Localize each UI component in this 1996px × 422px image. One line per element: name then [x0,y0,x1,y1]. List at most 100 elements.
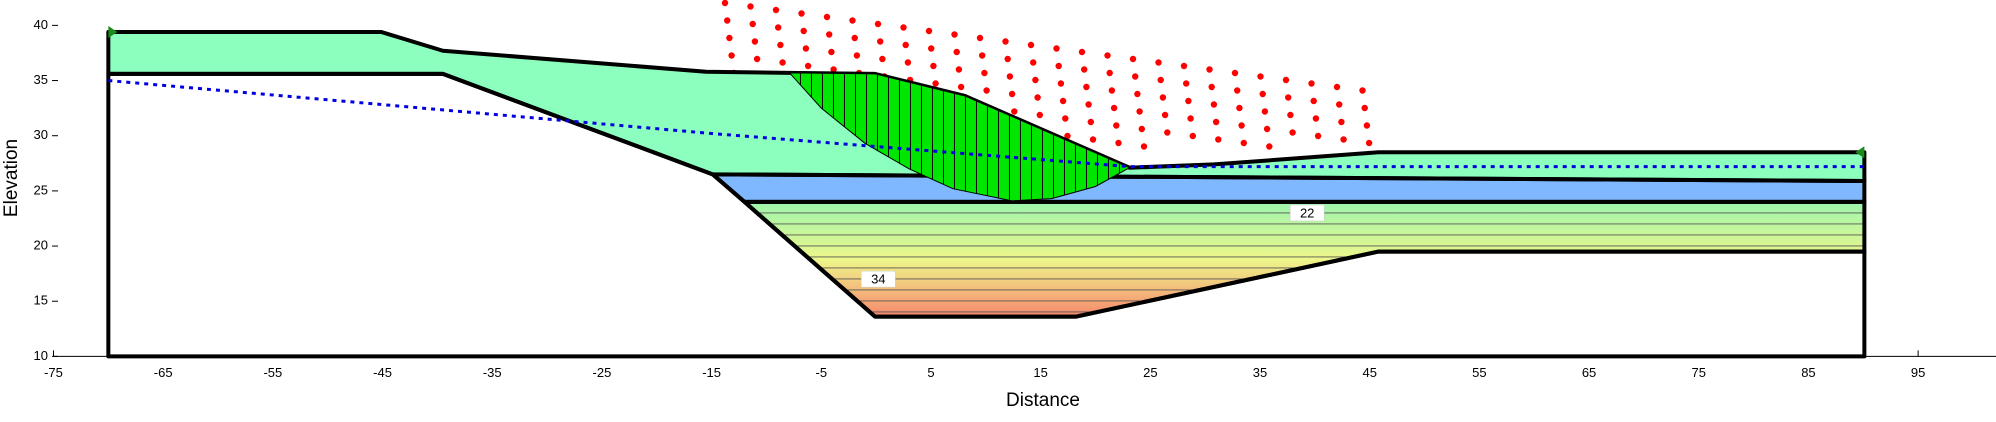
x-tick-label: -65 [154,365,173,380]
x-tick-label: 15 [1033,365,1047,380]
slip-centre [1161,111,1169,119]
slip-centre [1104,52,1111,59]
material-label: 22 [1300,205,1314,220]
slip-centre [1231,69,1239,77]
slip-centre [804,62,812,70]
label-box [1289,204,1325,222]
slip-centre [1210,101,1218,108]
slip-centre [1110,104,1118,112]
boundary-marker [108,25,118,38]
slip-centre [1282,76,1290,84]
slip-centre [976,34,984,42]
slip-centre [877,38,884,45]
material-label: 34 [871,272,885,287]
slip-centre [1053,45,1060,52]
slip-centre [1308,80,1315,87]
x-tick-label: 85 [1801,365,1815,380]
slip-centre [1108,87,1116,94]
slip-centre [828,48,835,56]
x-tick-label: -5 [816,365,828,380]
slip-centre [1363,122,1371,129]
slip-centre [775,24,782,31]
slip-centre [1140,143,1148,150]
slip-centre [1132,73,1139,80]
slip-centre [1212,118,1220,126]
slip-centre [953,48,960,56]
boundary-marker [1855,146,1865,159]
slip-centre [928,45,935,52]
slip-centre [979,52,986,59]
slip-centre [1208,83,1215,91]
slip-centre [800,27,807,35]
x-tick-label: -35 [483,365,502,380]
x-tick-label: 35 [1253,365,1267,380]
slip-centre [1078,48,1086,56]
slip-centre [1011,108,1018,115]
slip-centre [1234,87,1241,94]
slip-centre [1115,139,1122,147]
slip-centre [1002,38,1009,45]
material-boundary [106,71,1867,359]
slip-centre [1138,125,1146,133]
x-tick-label: -45 [373,365,392,380]
y-tick-label: 10 [34,348,48,363]
slip-centre [726,34,733,42]
slip-centre [1059,97,1067,105]
slip-centre [1365,139,1373,147]
slip-centre [1183,80,1190,87]
slip-centre [902,41,909,49]
slip-centre [1159,94,1167,101]
slip-centre [1263,125,1271,133]
slip-centre [749,20,756,28]
slip-centre [1089,136,1097,143]
slip-centre [798,10,805,17]
slip-centre [751,38,759,45]
slip-centre [1359,87,1366,94]
slip-centre [1083,83,1090,91]
slip-centre [728,52,735,59]
slip-centre [957,83,965,91]
y-tick-label: 15 [34,293,48,308]
slip-centre [802,45,810,52]
label-box [861,270,896,288]
slip-centre [753,55,761,63]
slip-centre [1238,122,1245,129]
slip-centre [747,3,754,10]
y-tick-label: 25 [34,182,48,197]
material-region [744,201,1865,317]
slip-centre [981,69,988,77]
slip-centre [1310,97,1317,105]
slip-centre [1338,118,1345,126]
slip-centre [900,24,907,31]
slip-centre [1336,101,1343,108]
slip-centre [1106,69,1113,77]
slip-centre [1185,97,1192,105]
slip-centre [1057,80,1065,87]
x-tick-label: 25 [1143,365,1157,380]
slip-centre [1215,136,1222,143]
x-axis-title: Distance [1006,390,1080,411]
material-region [108,73,1865,357]
x-tick-label: -75 [44,365,63,380]
slip-centre [830,66,837,73]
x-tick-label: 5 [927,365,934,380]
slip-centre [879,55,886,63]
slip-centre [851,34,858,42]
y-axis-title: Elevation [1,139,22,217]
slip-centre [1361,104,1368,112]
slip-centre [1134,90,1141,98]
slip-centre [955,66,963,73]
slip-centre [1085,101,1092,108]
slip-centre [721,0,729,7]
y-tick-label: 30 [34,127,48,142]
slip-centre [930,62,937,70]
slip-centre [1333,83,1341,91]
slip-centre [932,80,939,87]
slip-centre [1312,115,1320,122]
slip-centre [1314,132,1322,140]
slip-centre [1081,66,1088,73]
slip-centre [823,13,831,21]
slip-centre [1206,66,1213,73]
